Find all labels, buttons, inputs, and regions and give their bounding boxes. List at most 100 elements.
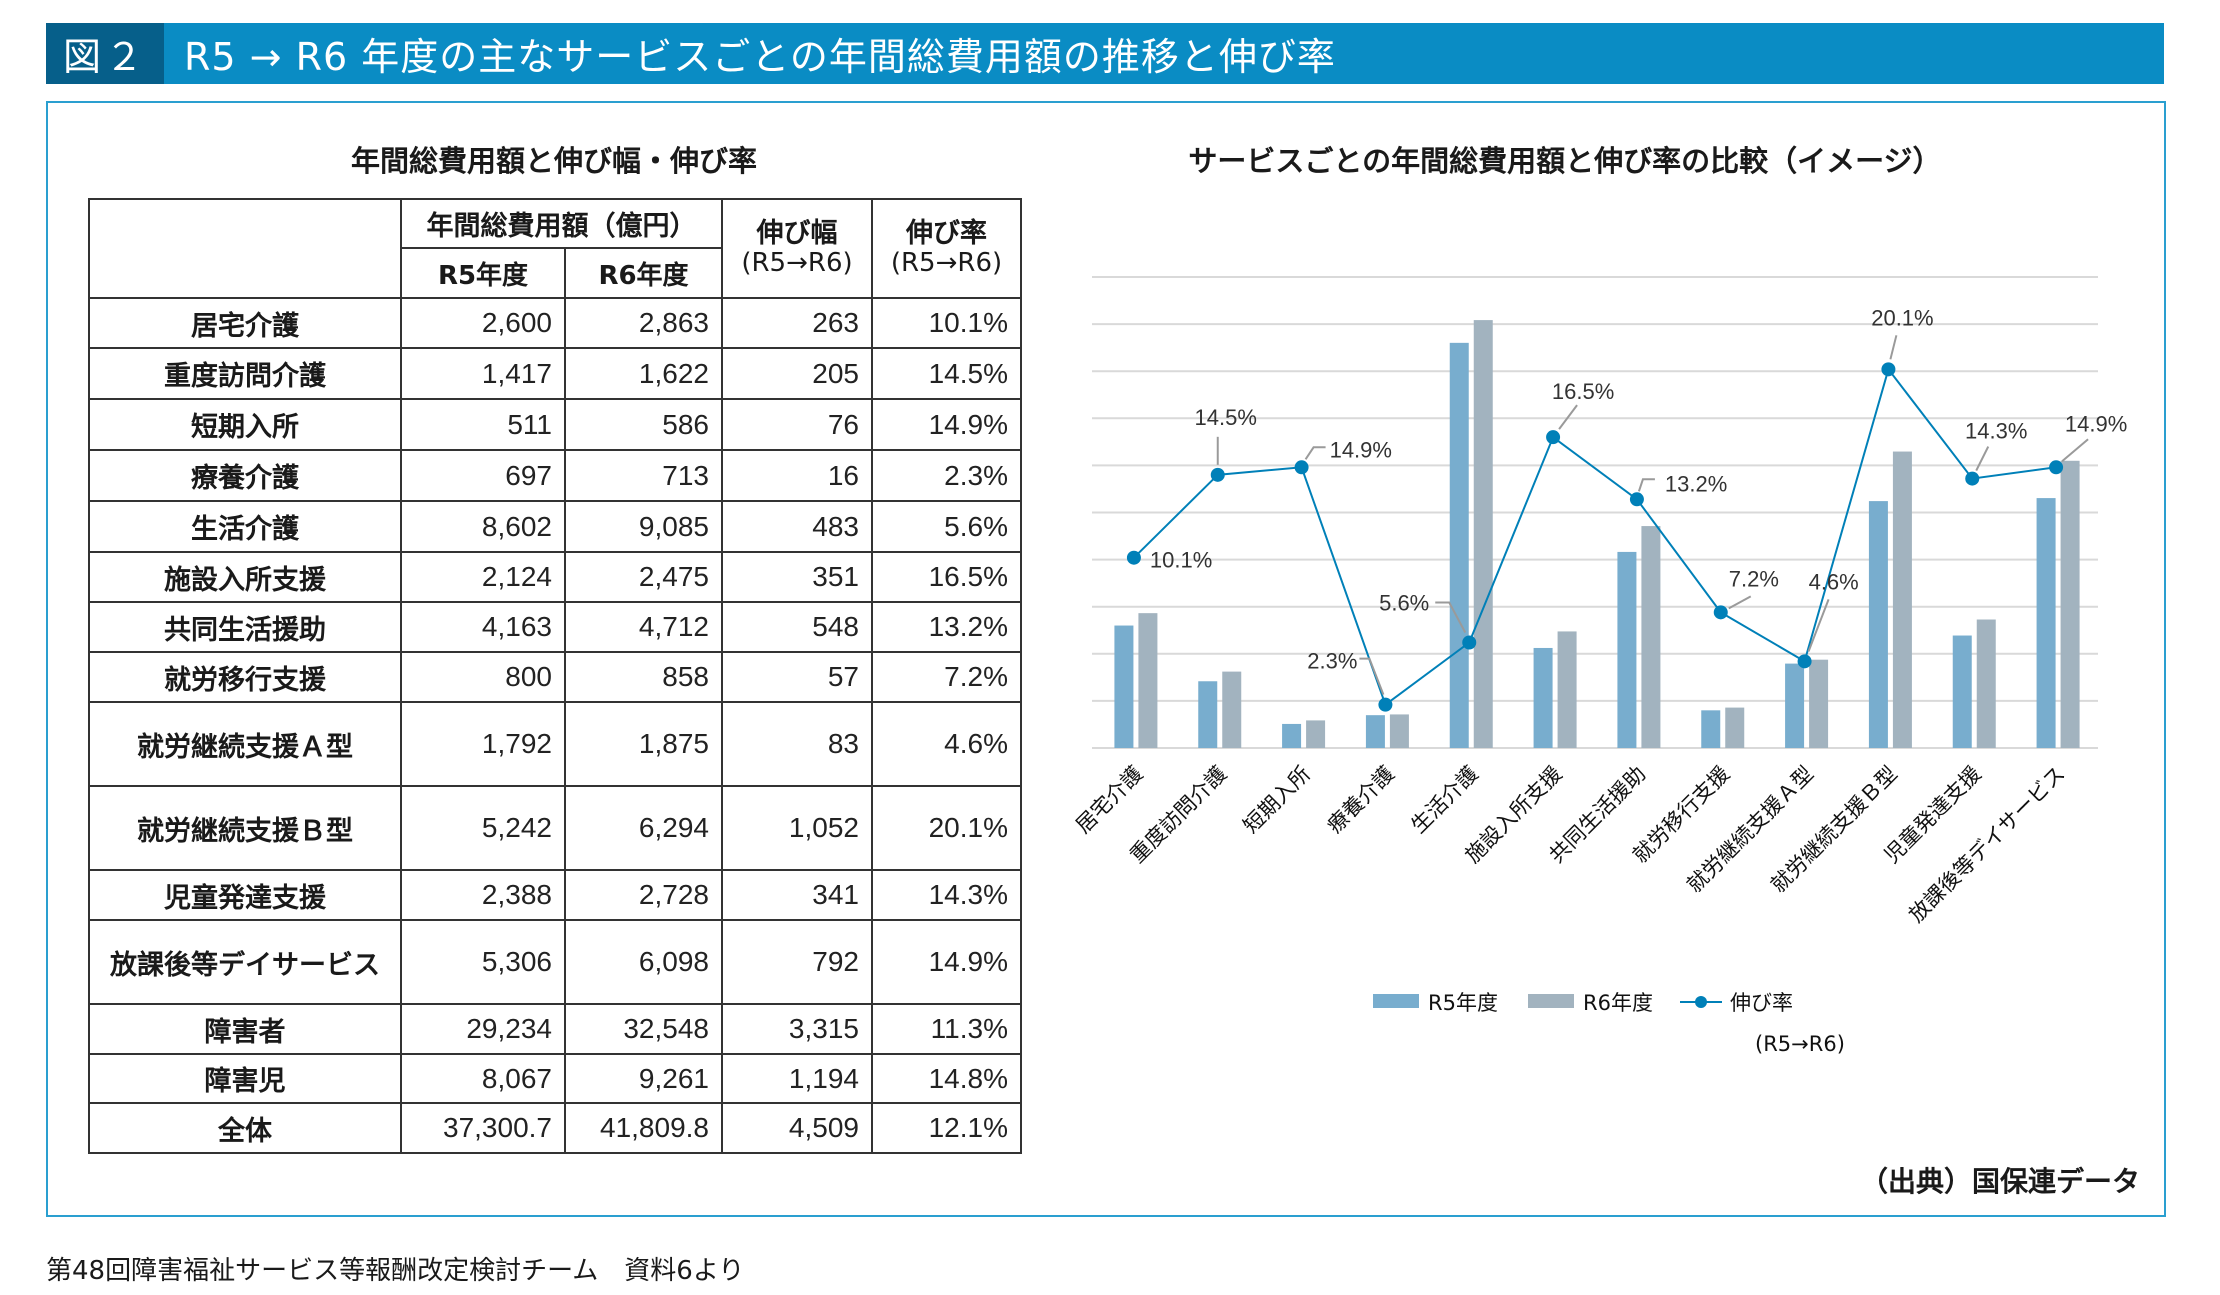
bar-r6 [1473, 320, 1493, 748]
row-label: 施設入所支援 [88, 551, 402, 603]
data-label: 2.3% [1307, 649, 1357, 674]
data-label-leader [1359, 657, 1385, 696]
diff-value: 792 [721, 919, 873, 1005]
legend-swatch-r6 [1528, 994, 1574, 1008]
bar-r6 [1725, 707, 1745, 748]
rate-value: 10.1% [871, 297, 1022, 349]
bar-r6 [1557, 631, 1577, 748]
rate-value: 14.9% [871, 398, 1022, 451]
table-row: 施設入所支援 2,124 2,475 351 16.5% [88, 551, 1022, 603]
rate-header-label: 伸び率 [906, 218, 987, 250]
r6-header: R6年度 [564, 247, 723, 299]
growth-rate-marker [1797, 654, 1812, 669]
r5-value: 697 [400, 449, 566, 502]
footnote: 第48回障害福祉サービス等報酬改定検討チーム 資料6より [46, 1256, 745, 1286]
growth-rate-marker [1965, 471, 1980, 486]
row-label: 共同生活援助 [88, 601, 402, 653]
r6-value: 1,875 [564, 701, 723, 787]
growth-rate-marker [1462, 635, 1477, 650]
data-label: 20.1% [1871, 305, 1933, 330]
bar-r5 [2036, 498, 2056, 748]
chart-title: サービスごとの年間総費用額と伸び率の比較（イメージ） [1188, 144, 1942, 178]
bar-r5 [1365, 715, 1385, 748]
r6-value: 2,475 [564, 551, 723, 603]
cost-table: 年間総費用額（億円） 伸び幅 (R5→R6) 伸び率 (R5→R6) R5年度 … [88, 198, 1022, 1154]
row-label: 児童発達支援 [88, 869, 402, 921]
rate-value: 5.6% [871, 500, 1022, 553]
data-label: 14.3% [1965, 419, 2027, 444]
row-label: 放課後等デイサービス [88, 919, 402, 1005]
growth-rate-marker [1881, 362, 1896, 377]
data-label: 4.6% [1809, 569, 1859, 594]
table-row: 放課後等デイサービス 5,306 6,098 792 14.9% [88, 919, 1022, 1005]
rate-value: 2.3% [871, 449, 1022, 502]
data-label: 16.5% [1552, 379, 1614, 404]
rate-value: 14.3% [871, 869, 1022, 921]
figure-frame [46, 101, 2166, 1217]
data-label-leader [1304, 446, 1326, 460]
table-row: 生活介護 8,602 9,085 483 5.6% [88, 500, 1022, 553]
row-label: 就労継続支援Ａ型 [88, 701, 402, 787]
row-label: 生活介護 [88, 500, 402, 553]
rate-value: 13.2% [871, 601, 1022, 653]
data-label: 5.6% [1379, 590, 1429, 615]
data-label-leader [1807, 598, 1830, 652]
diff-header-label: 伸び幅 [756, 218, 838, 250]
r5-value: 2,124 [400, 551, 566, 603]
r6-value: 1,622 [564, 347, 723, 400]
r6-value: 2,863 [564, 297, 723, 349]
table-row: 児童発達支援 2,388 2,728 341 14.3% [88, 869, 1022, 921]
data-label: 7.2% [1729, 566, 1779, 591]
row-label: 障害者 [88, 1003, 402, 1055]
bar-r6 [1306, 720, 1326, 748]
growth-rate-marker [2049, 460, 2064, 475]
diff-value: 548 [721, 601, 873, 653]
rate-value: 20.1% [871, 785, 1022, 871]
growth-rate-marker [1713, 605, 1728, 620]
bar-r6 [1222, 671, 1242, 748]
r6-value: 858 [564, 651, 723, 703]
data-label: 10.1% [1150, 548, 1212, 573]
diff-header-sub: (R5→R6) [741, 248, 853, 279]
growth-rate-marker [1629, 492, 1644, 507]
x-tick-label: 放課後等デイサービス [1904, 762, 2069, 927]
rate-value: 11.3% [871, 1003, 1022, 1055]
rate-value: 4.6% [871, 701, 1022, 787]
diff-value: 1,194 [721, 1053, 873, 1104]
r6-value: 713 [564, 449, 723, 502]
data-label-leader [1558, 404, 1578, 430]
table-row: 障害児 8,067 9,261 1,194 14.8% [88, 1053, 1022, 1104]
r5-value: 5,306 [400, 919, 566, 1005]
growth-rate-marker [1546, 430, 1561, 445]
row-label: 全体 [88, 1102, 402, 1154]
table-row: 全体 37,300.7 41,809.8 4,509 12.1% [88, 1102, 1022, 1154]
row-label: 短期入所 [88, 398, 402, 451]
rate-header: 伸び率 (R5→R6) [871, 198, 1022, 299]
table-row: 重度訪問介護 1,417 1,622 205 14.5% [88, 347, 1022, 400]
growth-rate-marker [1294, 460, 1309, 475]
legend-label-r6: R6年度 [1583, 991, 1653, 1015]
diff-value: 1,052 [721, 785, 873, 871]
bar-r5 [1533, 647, 1553, 748]
r5-value: 8,602 [400, 500, 566, 553]
bar-r6 [1641, 526, 1661, 748]
bar-r5 [1868, 501, 1888, 748]
diff-value: 4,509 [721, 1102, 873, 1154]
r6-value: 4,712 [564, 601, 723, 653]
diff-value: 205 [721, 347, 873, 400]
r5-value: 1,417 [400, 347, 566, 400]
data-label-leader [1435, 601, 1467, 633]
bar-r5 [1198, 681, 1218, 748]
table-row: 居宅介護 2,600 2,863 263 10.1% [88, 297, 1022, 349]
table-row: 就労移行支援 800 858 57 7.2% [88, 651, 1022, 703]
legend-swatch-r5 [1373, 994, 1419, 1008]
legend-label-rate-sub: (R5→R6) [1755, 1032, 1845, 1056]
rate-value: 14.5% [871, 347, 1022, 400]
r5-value: 1,792 [400, 701, 566, 787]
bar-r5 [1952, 635, 1972, 748]
legend-label-rate: 伸び率 [1730, 991, 1793, 1015]
r5-value: 29,234 [400, 1003, 566, 1055]
data-label: 13.2% [1665, 471, 1727, 496]
bar-r5 [1114, 625, 1134, 748]
